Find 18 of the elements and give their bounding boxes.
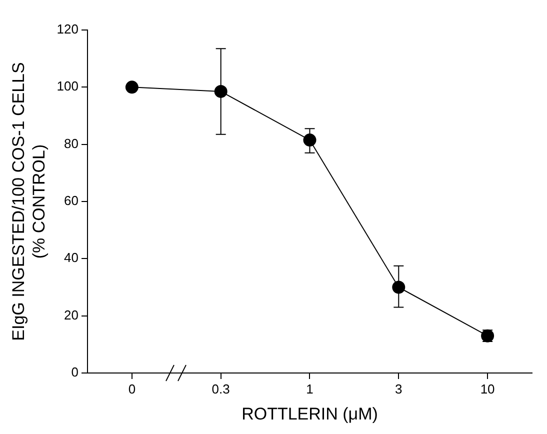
point bbox=[303, 134, 316, 147]
x-axis-title: ROTTLERIN (μM) bbox=[242, 404, 378, 424]
x-tick-label: 0 bbox=[128, 381, 136, 396]
y-tick-label: 20 bbox=[64, 307, 78, 322]
x-tick-label: 0.3 bbox=[212, 381, 230, 396]
x-tick-label: 10 bbox=[480, 381, 495, 396]
y-tick-label: 0 bbox=[71, 364, 78, 380]
x-tick-label: 1 bbox=[306, 381, 314, 396]
y-tick-label: 100 bbox=[56, 78, 78, 94]
y-tick-label: 120 bbox=[56, 22, 78, 37]
y-axis-title: EIgG INGESTED/100 COS-1 CELLS (% CONTROL) bbox=[8, 62, 48, 341]
point bbox=[392, 280, 406, 294]
y-tick-label: 60 bbox=[64, 193, 78, 208]
point bbox=[125, 80, 138, 94]
y-tick-label: 80 bbox=[64, 136, 78, 151]
x-tick-label: 3 bbox=[395, 381, 402, 396]
y-tick-label: 40 bbox=[64, 250, 78, 266]
point bbox=[214, 84, 228, 98]
